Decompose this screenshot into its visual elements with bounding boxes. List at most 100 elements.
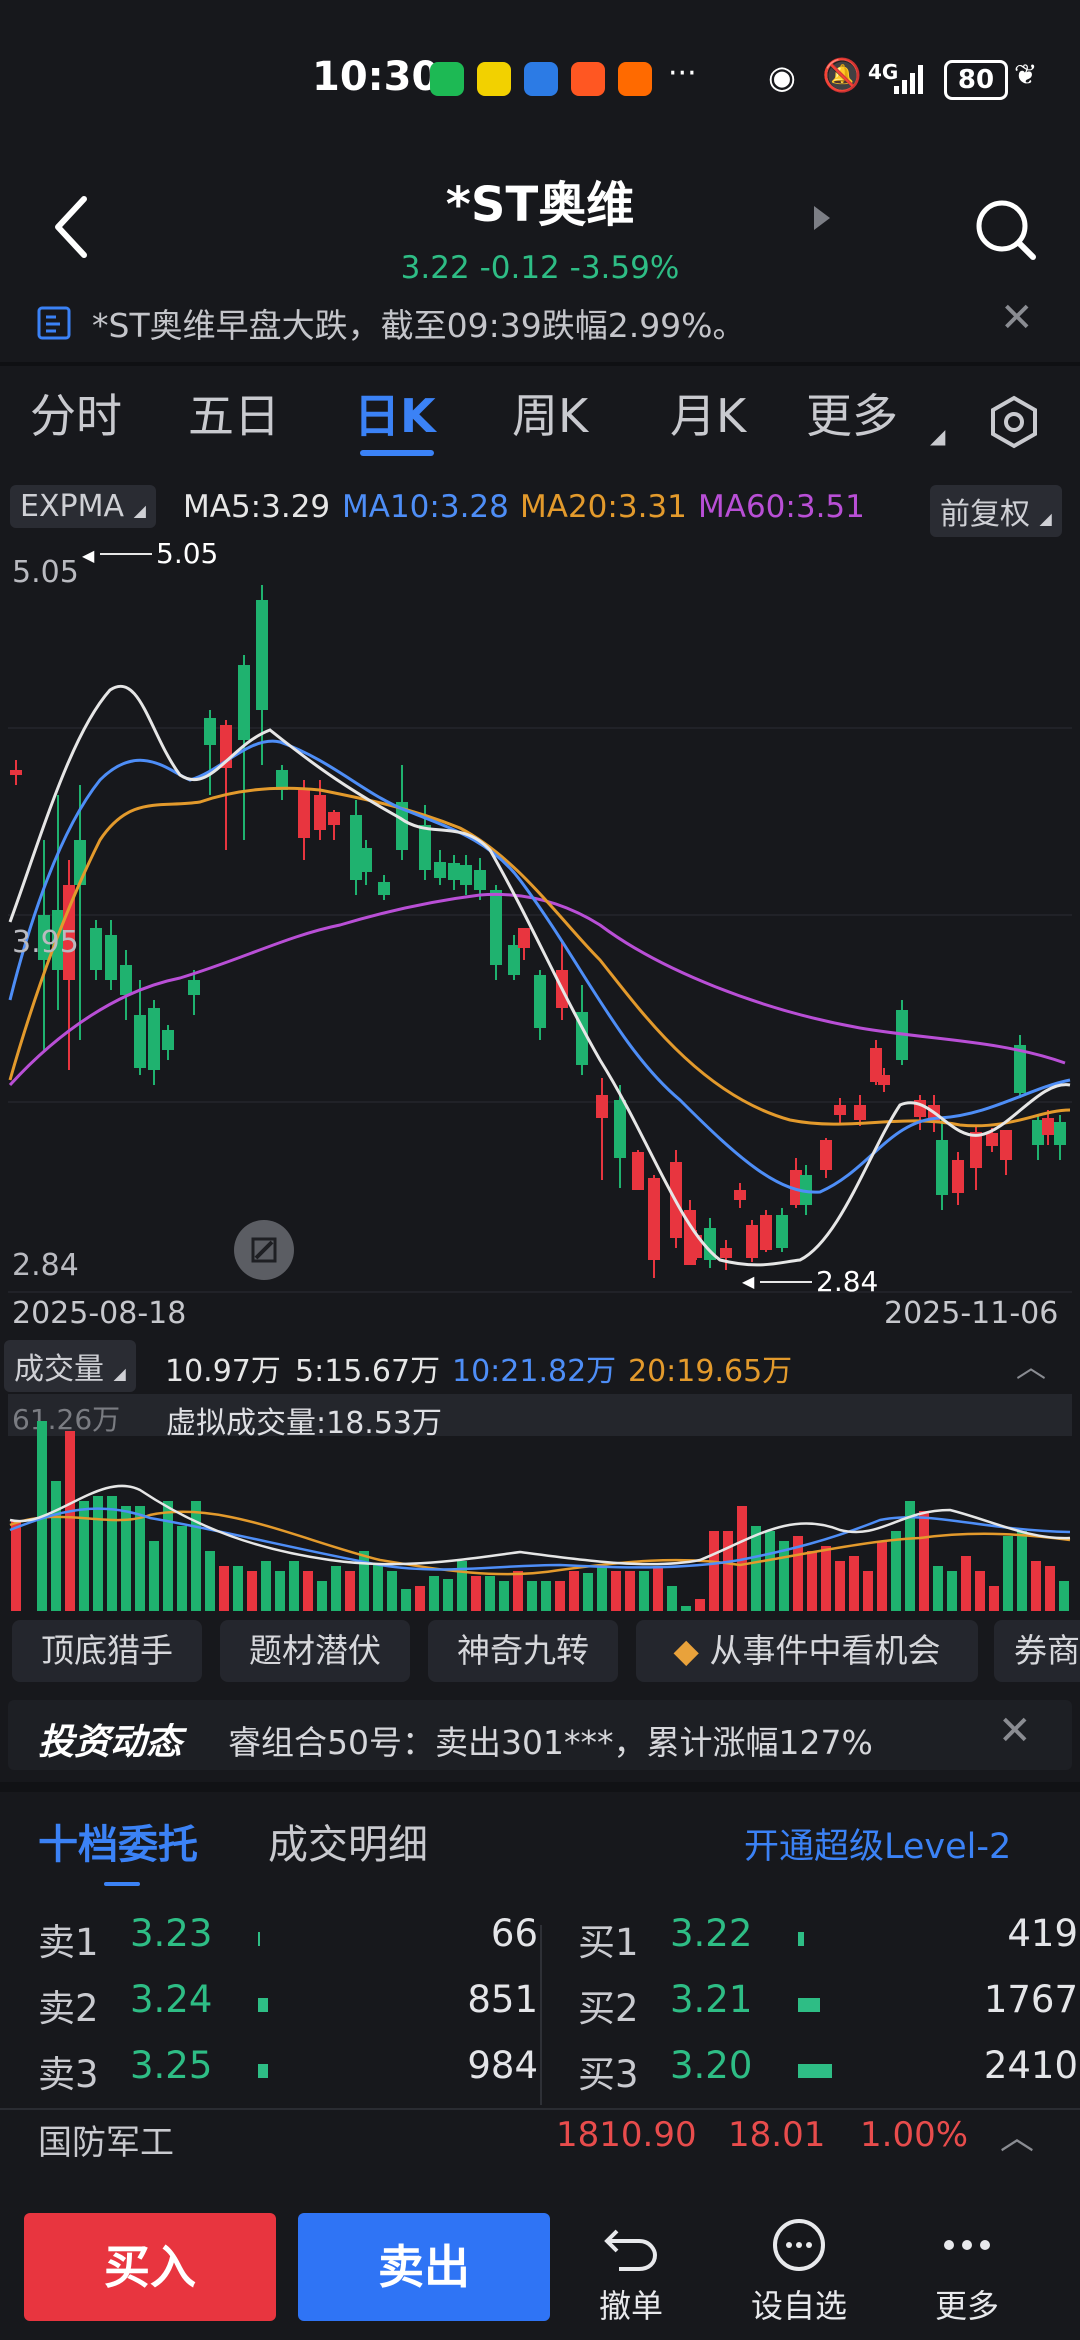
buy-order-row[interactable]: 买3 3.20 2410 bbox=[578, 2044, 1078, 2104]
volume-bar bbox=[863, 1571, 873, 1611]
volume-bar bbox=[947, 1571, 957, 1611]
sell-order-row[interactable]: 卖3 3.25 984 bbox=[38, 2044, 538, 2104]
close-icon[interactable]: ✕ bbox=[998, 1708, 1032, 1754]
volume-bar bbox=[415, 1586, 425, 1611]
volume-bar bbox=[233, 1566, 243, 1611]
date-end: 2025-11-06 bbox=[884, 1296, 1059, 1331]
volume-label: 成交量 bbox=[14, 1352, 104, 1387]
sell-order-row[interactable]: 卖2 3.24 851 bbox=[38, 1978, 538, 2038]
level2-link[interactable]: 开通超级Level-2 bbox=[744, 1827, 1012, 1867]
tool-chip[interactable]: 题材潜伏 bbox=[220, 1620, 410, 1682]
ma10-line bbox=[8, 739, 1071, 1194]
volume-bar bbox=[793, 1536, 803, 1611]
ma5-line bbox=[8, 684, 1071, 1267]
tab-5day[interactable]: 五日 bbox=[188, 389, 280, 443]
stock-title: *ST奥维 bbox=[445, 177, 635, 233]
tool-chip[interactable]: 券商 bbox=[994, 1620, 1080, 1682]
sell-button[interactable]: 卖出 bbox=[298, 2213, 550, 2321]
divider bbox=[0, 2108, 1080, 2110]
volume-bar bbox=[93, 1496, 103, 1611]
candle-body bbox=[328, 812, 340, 825]
candle-body bbox=[648, 1178, 660, 1260]
order-qty: 2410 bbox=[983, 2044, 1078, 2087]
candle-body bbox=[878, 1075, 890, 1085]
kline-chart[interactable] bbox=[0, 540, 1080, 1300]
volume-bar bbox=[401, 1589, 411, 1611]
price-change-pct: -3.59% bbox=[569, 250, 680, 286]
settings-icon[interactable] bbox=[986, 394, 1042, 450]
close-icon[interactable]: ✕ bbox=[1000, 295, 1034, 341]
invest-dynamics-banner[interactable]: 投资动态 睿组合50号：卖出301***，累计涨幅127% ✕ bbox=[0, 1700, 1080, 1770]
more-label: 更多 bbox=[934, 2287, 999, 2325]
tab-more[interactable]: 更多 bbox=[806, 389, 898, 443]
candle-body bbox=[632, 1152, 644, 1190]
back-icon[interactable] bbox=[52, 195, 92, 259]
sector-name[interactable]: 国防军工 bbox=[38, 2123, 174, 2163]
price-quote: 3.22 -0.12 -3.59% bbox=[0, 250, 1080, 286]
volume-bar bbox=[933, 1566, 943, 1611]
add-watchlist-button[interactable]: 设自选 bbox=[744, 2217, 854, 2327]
candle-body bbox=[74, 840, 86, 885]
invest-text: 睿组合50号：卖出301***，累计涨幅127% bbox=[228, 1723, 873, 1762]
tab-weekly-k[interactable]: 周K bbox=[512, 389, 589, 443]
low-mark: 2.84 bbox=[816, 1265, 879, 1298]
candle-body bbox=[490, 890, 502, 965]
active-tab-indicator bbox=[360, 450, 434, 456]
buy-button[interactable]: 买入 bbox=[24, 2213, 276, 2321]
volume-bar bbox=[569, 1571, 579, 1611]
candle-body bbox=[986, 1133, 998, 1146]
buy-order-row[interactable]: 买2 3.21 1767 bbox=[578, 1978, 1078, 2038]
tab-trade-detail[interactable]: 成交明细 bbox=[268, 1822, 428, 1868]
buy-order-row[interactable]: 买1 3.22 419 bbox=[578, 1912, 1078, 1972]
mute-icon: 🔕 bbox=[822, 56, 862, 94]
watchlist-icon bbox=[773, 2219, 825, 2271]
tab-daily-k[interactable]: 日K bbox=[354, 389, 436, 443]
price-axis-top: 5.05 bbox=[12, 555, 79, 590]
indicator-select[interactable]: EXPMA ◢ bbox=[10, 485, 156, 528]
collapse-icon[interactable]: ︿ bbox=[1016, 1350, 1046, 1385]
expand-icon[interactable]: ︿ bbox=[1000, 2118, 1034, 2158]
volume-bar bbox=[1003, 1536, 1013, 1611]
low-arrow-icon: ◀ bbox=[742, 1272, 755, 1291]
adjust-select[interactable]: 前复权 ◢ bbox=[930, 485, 1062, 537]
tab-order-book[interactable]: 十档委托 bbox=[38, 1822, 198, 1868]
candle-body bbox=[360, 848, 372, 872]
news-banner[interactable]: *ST奥维早盘大跌，截至09:39跌幅2.99%。 ✕ bbox=[0, 295, 1080, 355]
invest-label: 投资动态 bbox=[38, 1722, 183, 1763]
chevron-down-icon: ◢ bbox=[1039, 509, 1052, 528]
candle-body bbox=[690, 1235, 702, 1258]
tab-intraday[interactable]: 分时 bbox=[30, 389, 122, 443]
volume-select[interactable]: 成交量 ◢ bbox=[4, 1340, 136, 1392]
volume-bar bbox=[289, 1561, 299, 1611]
adjust-label: 前复权 bbox=[940, 497, 1030, 532]
volume-bar bbox=[1059, 1581, 1069, 1611]
volume-bar bbox=[11, 1521, 21, 1611]
order-volume-bar bbox=[798, 1932, 804, 1946]
volume-bar bbox=[905, 1501, 915, 1611]
volume-indicator-row: 成交量 ◢ 10.97万 5:15.67万 10:21.82万 20:19.65… bbox=[0, 1340, 1080, 1392]
volume-bar bbox=[597, 1566, 607, 1611]
sell-order-row[interactable]: 卖1 3.23 66 bbox=[38, 1912, 538, 1972]
next-stock-icon[interactable] bbox=[812, 204, 832, 232]
app-icon bbox=[524, 62, 558, 96]
more-button[interactable]: 更多 bbox=[912, 2217, 1022, 2327]
tool-chip[interactable]: 顶底猎手 bbox=[12, 1620, 202, 1682]
search-icon[interactable] bbox=[972, 196, 1038, 262]
undo-icon bbox=[604, 2229, 658, 2271]
tool-chip-event[interactable]: ◆ 从事件中看机会 bbox=[636, 1620, 978, 1682]
volume-bar bbox=[877, 1541, 887, 1611]
candle-body bbox=[576, 1012, 588, 1065]
candle-body bbox=[434, 862, 446, 878]
order-price: 3.24 bbox=[130, 1978, 213, 2021]
candle-body bbox=[238, 665, 250, 740]
tool-chip[interactable]: 神奇九转 bbox=[428, 1620, 618, 1682]
cancel-order-button[interactable]: 撤单 bbox=[576, 2217, 686, 2327]
low-leader-line bbox=[760, 1281, 812, 1283]
draw-tool-button[interactable] bbox=[234, 1220, 294, 1280]
news-icon bbox=[37, 306, 71, 340]
current-price: 3.22 bbox=[400, 250, 470, 286]
tab-monthly-k[interactable]: 月K bbox=[670, 389, 747, 443]
volume-chart[interactable] bbox=[0, 1390, 1080, 1615]
order-qty: 984 bbox=[467, 2044, 538, 2087]
candle-body bbox=[314, 795, 326, 830]
